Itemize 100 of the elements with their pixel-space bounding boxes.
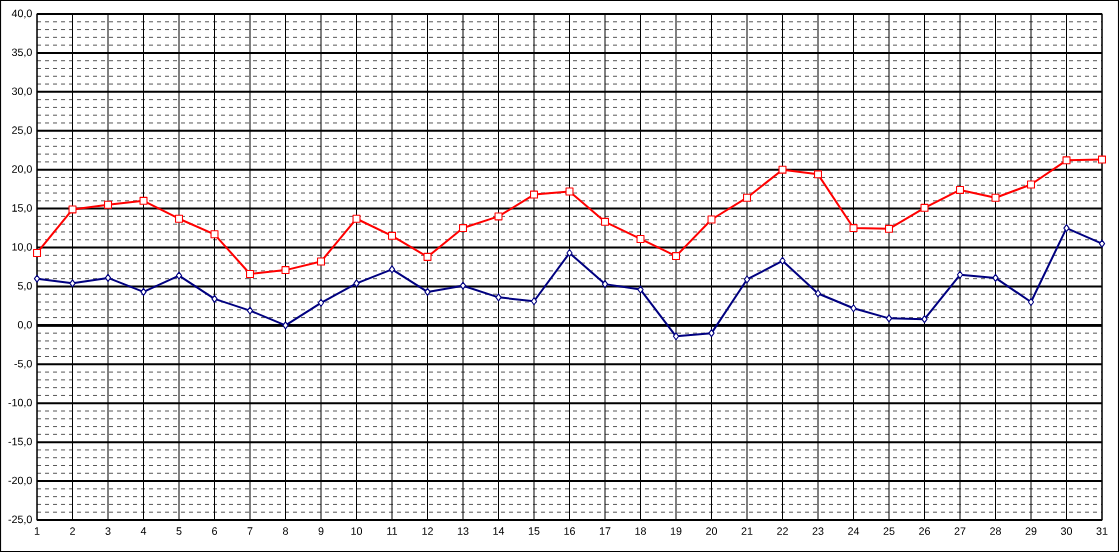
y-tick-label: -25,0 <box>8 515 32 525</box>
x-tick-label: 17 <box>599 527 611 535</box>
point <box>140 287 147 296</box>
x-tick-label: 23 <box>812 527 824 535</box>
x-tick-label: 1 <box>34 527 40 535</box>
point <box>104 273 112 282</box>
point <box>1097 155 1107 164</box>
y-tick-label: 5,0 <box>17 282 32 291</box>
point <box>636 234 645 243</box>
point <box>33 248 42 257</box>
x-tick-label: 9 <box>318 527 324 535</box>
point <box>282 321 289 330</box>
point <box>601 217 610 226</box>
point <box>637 285 644 294</box>
point <box>246 269 255 279</box>
point <box>246 306 254 315</box>
point <box>672 332 680 341</box>
y-tick-label: 30,0 <box>11 87 32 97</box>
x-tick-label: 20 <box>706 527 718 535</box>
y-tick-label: 35,0 <box>11 48 32 58</box>
point <box>175 214 184 223</box>
point <box>707 215 716 224</box>
point <box>211 294 218 303</box>
point <box>991 193 1000 202</box>
point <box>388 231 397 240</box>
x-tick-label: 26 <box>919 527 930 535</box>
point <box>601 280 609 289</box>
y-tick-label: 10,0 <box>12 243 32 252</box>
point <box>530 297 538 306</box>
point <box>494 212 503 221</box>
point <box>175 271 183 280</box>
x-tick-label: 16 <box>564 527 575 535</box>
x-tick-label: 21 <box>741 527 753 535</box>
x-tick-label: 6 <box>212 527 217 535</box>
y-tick-label: 40,0 <box>11 9 32 19</box>
point <box>281 266 290 275</box>
point <box>814 170 823 179</box>
point <box>743 193 752 202</box>
y-tick-label: -20,0 <box>8 476 32 486</box>
point <box>139 196 148 205</box>
point <box>530 190 539 199</box>
x-tick-label: 22 <box>777 527 788 535</box>
point <box>565 187 574 196</box>
y-tick-label: 20,0 <box>12 165 32 175</box>
x-tick-label: 31 <box>1096 527 1108 535</box>
x-tick-label: 29 <box>1025 527 1037 535</box>
point <box>459 281 467 290</box>
point <box>33 274 41 283</box>
point <box>317 257 326 266</box>
y-tick-label: 25,0 <box>12 126 32 136</box>
y-tick-label: 0,0 <box>17 320 32 330</box>
point <box>850 304 857 313</box>
point <box>1062 156 1071 165</box>
x-tick-label: 2 <box>70 527 75 535</box>
point <box>956 185 965 194</box>
x-tick-label: 25 <box>883 527 895 535</box>
point <box>566 248 573 257</box>
x-tick-label: 5 <box>176 527 182 535</box>
x-tick-label: 15 <box>528 527 540 535</box>
point <box>992 273 999 282</box>
point <box>68 205 77 214</box>
point <box>353 279 360 288</box>
x-tick-label: 18 <box>635 527 646 535</box>
y-tick-label: 15,0 <box>12 204 32 214</box>
point <box>885 314 893 323</box>
x-tick-label: 27 <box>954 527 966 535</box>
y-tick-label: -10,0 <box>8 398 32 408</box>
point <box>210 230 219 239</box>
point <box>885 224 894 233</box>
point <box>1027 298 1035 307</box>
point <box>920 203 929 212</box>
point <box>317 298 325 307</box>
point <box>424 287 431 296</box>
point <box>814 289 822 298</box>
point <box>743 275 751 284</box>
y-tick-label: -5,0 <box>14 359 32 369</box>
point <box>672 252 681 261</box>
point <box>956 270 964 279</box>
point <box>352 214 361 223</box>
x-tick-label: 14 <box>493 527 505 535</box>
point <box>495 293 502 302</box>
point <box>388 265 396 274</box>
point <box>1098 239 1106 248</box>
x-tick-label: 13 <box>457 527 469 535</box>
point <box>423 252 432 261</box>
point <box>921 315 928 324</box>
x-tick-label: 10 <box>351 527 363 535</box>
x-tick-label: 24 <box>848 527 860 535</box>
point <box>1027 180 1036 189</box>
x-tick-label: 8 <box>283 527 288 535</box>
x-tick-label: 30 <box>1060 527 1073 535</box>
point <box>779 256 786 265</box>
point <box>778 165 787 174</box>
point <box>69 279 76 288</box>
point <box>849 224 858 233</box>
point <box>104 200 113 209</box>
x-tick-label: 28 <box>990 527 1001 535</box>
x-tick-label: 7 <box>247 527 253 535</box>
x-tick-label: 4 <box>140 527 147 535</box>
point <box>708 329 715 338</box>
